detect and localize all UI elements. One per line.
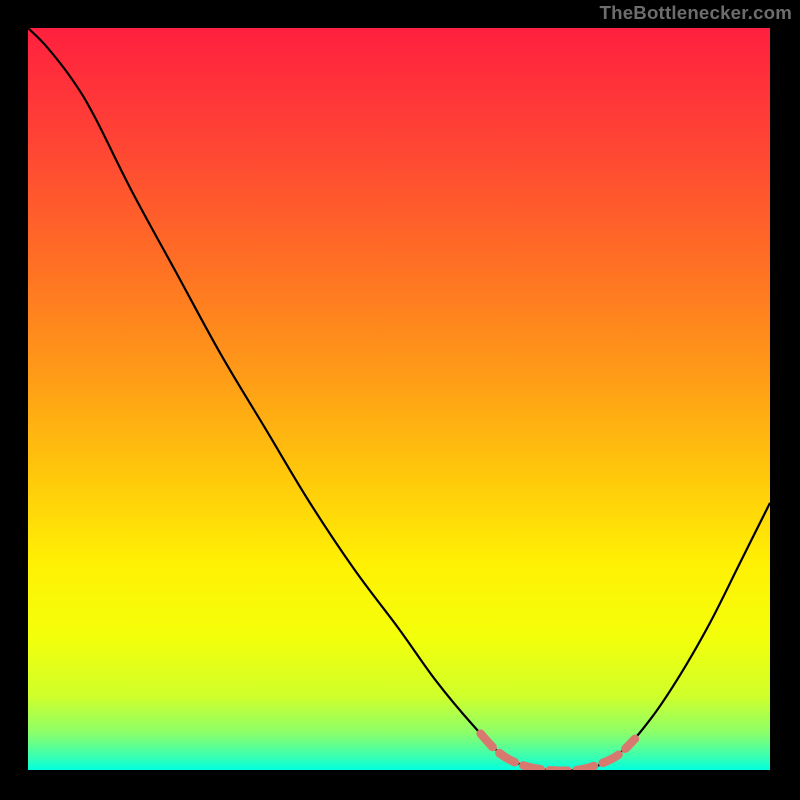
chart-canvas: TheBottlenecker.com [0,0,800,800]
gradient-background [28,28,770,770]
watermark-text: TheBottlenecker.com [600,2,793,24]
bottleneck-curve-chart [0,0,800,800]
